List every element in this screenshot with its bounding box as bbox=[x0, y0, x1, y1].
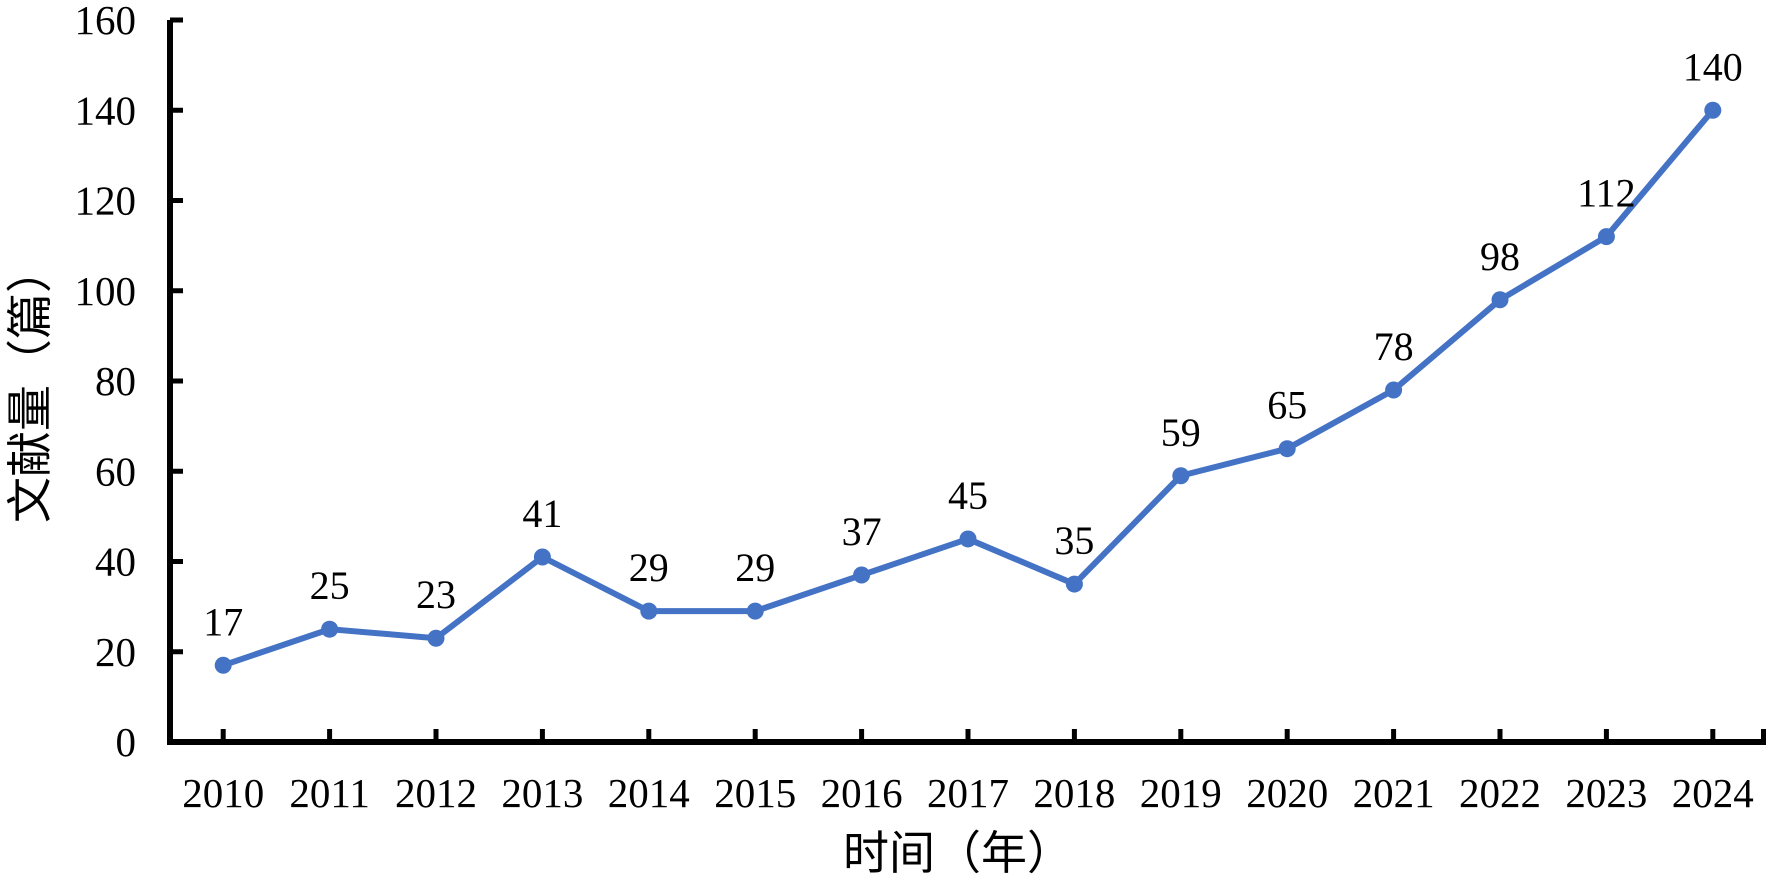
data-point-marker bbox=[321, 620, 339, 638]
data-point-marker bbox=[1704, 101, 1722, 119]
data-point-marker bbox=[533, 548, 551, 566]
data-label: 23 bbox=[416, 572, 456, 617]
x-axis-title: 时间（年） bbox=[843, 828, 1073, 879]
data-point-marker bbox=[1172, 467, 1190, 485]
data-point-marker bbox=[214, 656, 232, 674]
data-point-marker bbox=[1597, 228, 1615, 246]
data-label: 78 bbox=[1374, 324, 1414, 369]
x-axis-tick-label: 2014 bbox=[608, 770, 690, 816]
x-axis-tick-label: 2024 bbox=[1672, 770, 1754, 816]
x-axis-tick-label: 2022 bbox=[1459, 770, 1541, 816]
x-axis-tick-label: 2011 bbox=[289, 770, 369, 816]
data-label: 59 bbox=[1161, 410, 1201, 455]
y-axis-tick-label: 120 bbox=[75, 178, 137, 224]
x-axis-tick-label: 2013 bbox=[501, 770, 583, 816]
data-point-marker bbox=[1491, 291, 1509, 309]
data-label: 41 bbox=[522, 491, 562, 536]
data-label: 45 bbox=[948, 473, 988, 518]
y-axis-tick-label: 0 bbox=[116, 719, 137, 765]
data-label: 35 bbox=[1054, 518, 1094, 563]
data-point-marker bbox=[427, 629, 445, 647]
x-axis-tick-label: 2019 bbox=[1140, 770, 1222, 816]
data-point-marker bbox=[746, 602, 764, 620]
data-label: 65 bbox=[1267, 383, 1307, 428]
data-label: 29 bbox=[735, 545, 775, 590]
data-point-marker bbox=[1278, 440, 1296, 458]
x-axis-tick-label: 2016 bbox=[821, 770, 903, 816]
data-point-marker bbox=[853, 566, 871, 584]
x-axis-tick-label: 2015 bbox=[714, 770, 796, 816]
y-axis-tick-label: 100 bbox=[75, 268, 137, 314]
x-axis-tick-label: 2010 bbox=[182, 770, 264, 816]
x-axis-tick-label: 2018 bbox=[1033, 770, 1115, 816]
data-point-marker bbox=[1065, 575, 1083, 593]
plot-layer: 0 20 40 60 80 100 120 140 160 2010 2011 2012 2013 201… bbox=[75, 0, 1766, 816]
x-axis-tick-label: 2017 bbox=[927, 770, 1009, 816]
data-label: 29 bbox=[629, 545, 669, 590]
y-axis-tick-label: 80 bbox=[95, 358, 136, 404]
data-point-marker bbox=[640, 602, 658, 620]
data-label: 37 bbox=[842, 509, 882, 554]
data-point-marker bbox=[1385, 381, 1403, 399]
data-label: 140 bbox=[1683, 44, 1743, 89]
data-point-marker bbox=[959, 530, 977, 548]
x-axis-tick-label: 2023 bbox=[1565, 770, 1647, 816]
x-axis-tick-label: 2012 bbox=[395, 770, 477, 816]
data-label: 112 bbox=[1577, 171, 1636, 216]
y-axis-tick-label: 60 bbox=[95, 448, 136, 494]
data-label: 98 bbox=[1480, 234, 1520, 279]
y-axis-tick-label: 160 bbox=[75, 0, 137, 43]
data-label: 17 bbox=[203, 599, 243, 644]
y-axis-tick-label: 20 bbox=[95, 629, 136, 675]
x-axis-tick-label: 2020 bbox=[1246, 770, 1328, 816]
data-label: 25 bbox=[310, 563, 350, 608]
x-axis-tick-label: 2021 bbox=[1353, 770, 1435, 816]
y-axis-tick-label: 140 bbox=[75, 87, 137, 133]
y-axis-tick-label: 40 bbox=[95, 539, 136, 585]
y-axis-title: 文献量（篇） bbox=[5, 247, 56, 523]
